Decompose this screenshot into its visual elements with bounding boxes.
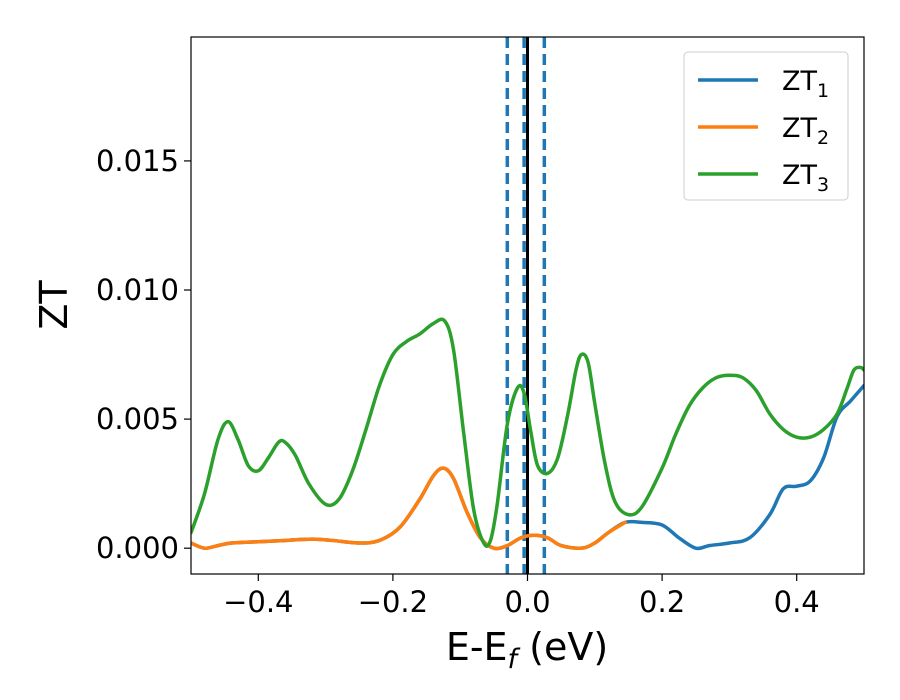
y-tick-label: 0.005	[96, 402, 179, 436]
vertical-reference-lines	[505, 37, 547, 574]
y-axis-title: ZT	[32, 280, 76, 330]
x-tick-label: −0.2	[358, 585, 428, 619]
legend-frame	[683, 51, 849, 201]
legend-label-zt1: ZT1	[782, 66, 829, 102]
x-axis-title: E-Ef (eV)	[446, 625, 608, 675]
x-tick-label: 0.4	[774, 585, 820, 619]
legend-label-zt3: ZT3	[782, 160, 829, 196]
series-line-zt2	[191, 466, 627, 551]
legend: ZT1 ZT2 ZT3	[683, 51, 849, 201]
y-tick-label: 0.015	[96, 144, 179, 178]
x-tick-label: 0.0	[504, 585, 550, 619]
series-line-zt3	[191, 317, 864, 548]
y-tick-label: 0.000	[96, 531, 179, 565]
x-tick-label: −0.4	[223, 585, 293, 619]
x-tick-label: 0.2	[639, 585, 685, 619]
y-tick-label: 0.010	[96, 273, 179, 307]
legend-label-zt2: ZT2	[782, 113, 829, 149]
y-axis-ticks: 0.000 0.005 0.010 0.015	[96, 144, 191, 565]
series-layer	[191, 317, 864, 551]
x-axis-ticks: −0.4 −0.2 0.0 0.2 0.4	[223, 574, 820, 619]
